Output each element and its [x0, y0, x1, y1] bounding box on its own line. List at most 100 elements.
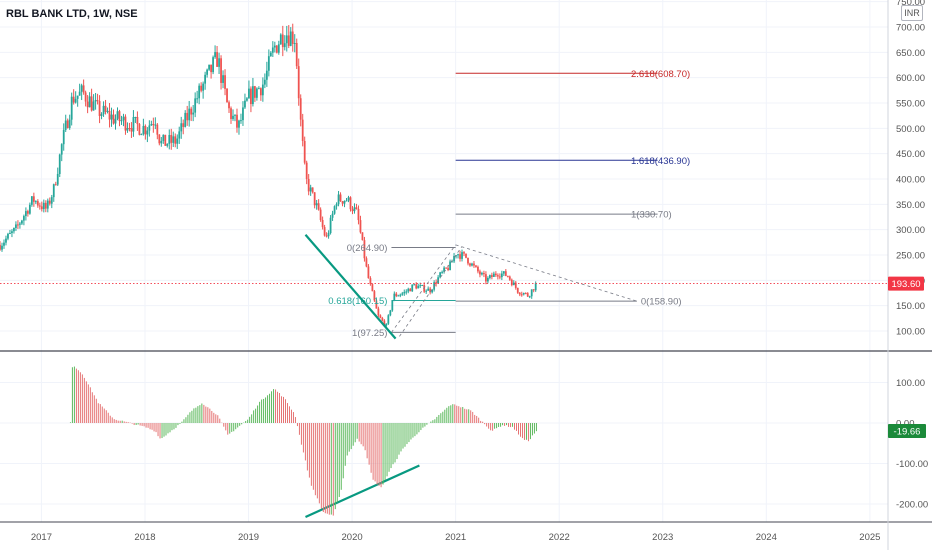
- candle-body: [524, 293, 527, 295]
- candle-body: [186, 112, 189, 121]
- time-tick-label: 2017: [31, 532, 52, 543]
- candle-body: [299, 98, 302, 120]
- candle-body: [100, 114, 103, 116]
- candle-body: [508, 276, 511, 280]
- candle-body: [367, 266, 370, 279]
- candle-body: [385, 323, 388, 326]
- candle-body: [255, 88, 258, 98]
- candle-body: [323, 227, 326, 236]
- price-tick-label: 450.00: [896, 149, 925, 160]
- candle-body: [170, 134, 173, 143]
- candle-body: [240, 120, 242, 122]
- candle-body: [98, 101, 101, 116]
- candle-body: [134, 116, 137, 118]
- candle-body: [337, 194, 340, 205]
- candle-body: [281, 34, 284, 48]
- candle-body: [479, 271, 481, 275]
- candle-body: [96, 100, 99, 102]
- candle-body: [373, 291, 376, 301]
- candle-body: [28, 204, 31, 214]
- fib-dashed-leg-1: [391, 244, 456, 333]
- candle-body: [349, 197, 352, 210]
- candle-body: [236, 114, 238, 128]
- oscillator-value-label: -19.66: [894, 426, 921, 437]
- candle-body: [461, 252, 463, 259]
- candle-body: [226, 88, 228, 103]
- candle-body: [403, 291, 406, 294]
- candle-body: [301, 119, 304, 141]
- candle-body: [182, 123, 185, 127]
- candle-body: [291, 31, 294, 44]
- candle-body: [126, 128, 129, 131]
- candle-body: [88, 96, 91, 108]
- candle-body: [303, 140, 306, 163]
- candle-body: [178, 131, 181, 139]
- chart-title: RBL BANK LTD, 1W, NSE: [6, 8, 138, 20]
- candle-body: [335, 204, 338, 207]
- candle-body: [465, 253, 467, 258]
- candle-body: [481, 273, 483, 275]
- osc-tick-label: 100.00: [896, 378, 925, 389]
- candle-body: [502, 271, 505, 274]
- candle-body: [485, 274, 487, 282]
- candle-body: [94, 100, 97, 102]
- candle-body: [190, 108, 193, 115]
- candle-body: [419, 285, 422, 287]
- candle-body: [50, 197, 53, 204]
- candle-body: [17, 224, 19, 226]
- candle-body: [273, 45, 276, 48]
- candle-body: [421, 285, 424, 287]
- candle-body: [22, 216, 25, 221]
- candle-body: [40, 206, 43, 210]
- price-tick-label: 600.00: [896, 73, 925, 84]
- candle-body: [248, 88, 250, 99]
- candle-body: [528, 296, 531, 298]
- candle-body: [467, 257, 469, 264]
- last-price-label: 193.60: [891, 279, 920, 290]
- oscillator-value-tag: [888, 423, 926, 438]
- time-tick-label: 2020: [342, 532, 363, 543]
- candle-body: [431, 289, 434, 293]
- candle-body: [214, 52, 216, 58]
- candle-body: [244, 100, 246, 108]
- candle-body: [305, 162, 308, 179]
- candle-body: [413, 284, 416, 286]
- fib-0618-label: 0.618(160.15): [328, 296, 387, 307]
- candle-body: [269, 52, 272, 57]
- candle-body: [202, 83, 205, 91]
- time-tick-label: 2021: [445, 532, 466, 543]
- candle-body: [104, 105, 107, 112]
- candle-body: [92, 101, 95, 111]
- candle-body: [355, 207, 358, 209]
- candle-body: [174, 136, 177, 144]
- candle-body: [46, 200, 49, 209]
- candle-body: [435, 282, 438, 284]
- candle-body: [361, 232, 364, 241]
- candle-body: [198, 85, 201, 99]
- fib-2618-label: 2.618(608.70): [631, 69, 690, 80]
- candle-body: [389, 310, 392, 316]
- candle-body: [477, 266, 479, 272]
- price-tick-label: 750.00: [896, 0, 925, 8]
- candle-body: [279, 34, 282, 45]
- candle-body: [90, 96, 93, 111]
- candle-body: [387, 315, 390, 324]
- candle-body: [62, 129, 65, 145]
- candle-body: [445, 267, 447, 269]
- currency-unit-label[interactable]: INR: [901, 5, 923, 21]
- candle-body: [36, 201, 39, 206]
- oscillator-bars: [69, 366, 537, 516]
- candle-body: [309, 187, 312, 192]
- candle-body: [230, 108, 232, 119]
- candle-body: [357, 208, 360, 221]
- candle-body: [487, 277, 489, 282]
- candle-body: [449, 261, 451, 270]
- candle-body: [246, 98, 248, 101]
- price-tick-label: 400.00: [896, 175, 925, 186]
- candle-body: [341, 201, 344, 204]
- candle-body: [108, 110, 111, 120]
- candle-body: [64, 120, 67, 130]
- candle-body: [405, 291, 408, 293]
- candle-body: [152, 123, 155, 126]
